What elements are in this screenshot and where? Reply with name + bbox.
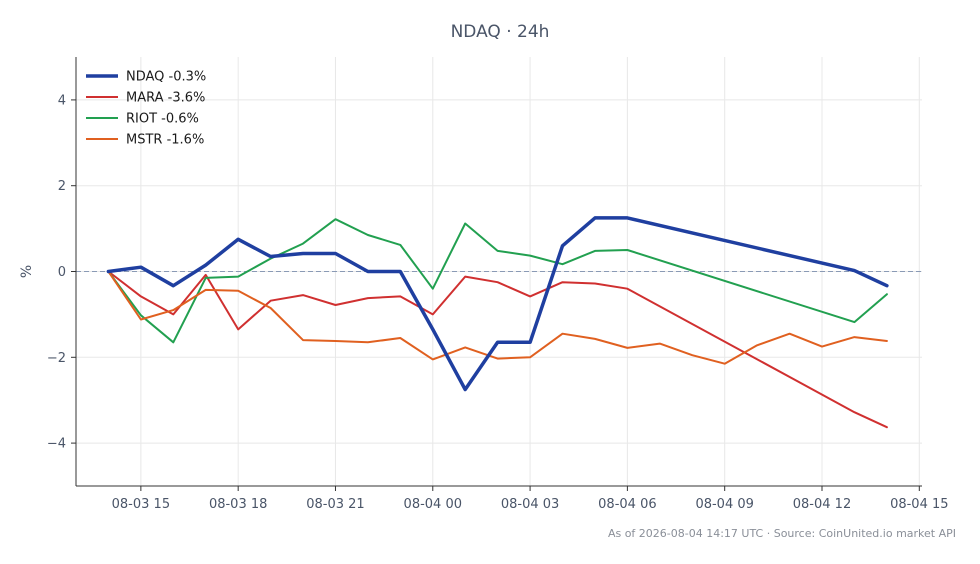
x-tick-label: 08-04 06	[598, 497, 656, 512]
y-tick-label: 0	[58, 265, 66, 280]
grid	[76, 57, 922, 486]
legend-label: MARA -3.6%	[126, 91, 205, 106]
series-line-mstr	[107, 270, 888, 365]
x-tick-label: 08-04 03	[501, 497, 559, 512]
legend-label: NDAQ -0.3%	[126, 70, 206, 85]
legend: NDAQ -0.3% MARA -3.6% RIOT -0.6% MSTR -1.6%	[86, 70, 206, 148]
y-tick-label: −4	[47, 437, 66, 452]
x-tick-label: 08-03 21	[306, 497, 364, 512]
x-tick-label: 08-03 18	[209, 497, 267, 512]
x-tick-label: 08-04 09	[695, 497, 753, 512]
x-tick-label: 08-03 15	[112, 497, 170, 512]
legend-label: MSTR -1.6%	[126, 133, 204, 148]
y-axis-label: %	[19, 265, 35, 278]
y-tick-label: 4	[58, 93, 66, 108]
series-line-mara	[107, 270, 888, 429]
footer-note: As of 2026-08-04 14:17 UTC · Source: Coi…	[608, 527, 956, 540]
x-tick-label: 08-04 15	[890, 497, 948, 512]
axes: 08-03 15 08-03 18 08-03 21 08-04 00 08-04 03…	[47, 57, 949, 512]
x-tick-label: 08-04 12	[793, 497, 851, 512]
legend-label: RIOT -0.6%	[126, 112, 199, 127]
y-tick-label: 2	[58, 179, 66, 194]
x-tick-label: 08-04 00	[404, 497, 462, 512]
y-tick-label: −2	[47, 351, 66, 366]
series-line-riot	[107, 218, 888, 344]
series-lines	[106, 216, 889, 429]
series-line-ndaq	[106, 216, 889, 392]
chart-title: NDAQ · 24h	[451, 22, 550, 42]
